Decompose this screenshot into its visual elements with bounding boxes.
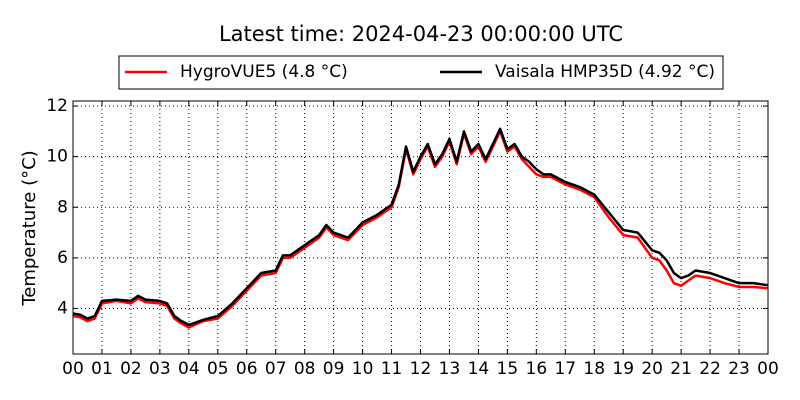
y-axis-label: Temperature (°C) bbox=[19, 150, 40, 306]
plot-frame bbox=[72, 100, 769, 355]
x-tick-label: 10 bbox=[352, 359, 374, 379]
x-tick-label: 11 bbox=[381, 359, 403, 379]
x-tick-label: 21 bbox=[670, 359, 692, 379]
legend-box bbox=[118, 55, 724, 90]
x-tick-label: 23 bbox=[728, 359, 750, 379]
x-tick-label: 00 bbox=[62, 359, 84, 379]
x-tick-label: 02 bbox=[120, 359, 142, 379]
x-tick-label: 13 bbox=[439, 359, 461, 379]
x-tick-label: 09 bbox=[323, 359, 345, 379]
legend-label: HygroVUE5 (4.8 °C) bbox=[180, 62, 348, 82]
x-tick-label: 03 bbox=[149, 359, 171, 379]
x-tick-label: 07 bbox=[265, 359, 287, 379]
y-tick-label: 8 bbox=[57, 197, 68, 217]
x-tick-label: 16 bbox=[526, 359, 548, 379]
x-tick-label: 08 bbox=[294, 359, 316, 379]
x-tick-label: 04 bbox=[178, 359, 200, 379]
x-tick-label: 20 bbox=[641, 359, 663, 379]
x-tick-label: 06 bbox=[236, 359, 258, 379]
x-tick-label: 17 bbox=[554, 359, 576, 379]
x-tick-label: 14 bbox=[468, 359, 490, 379]
x-tick-label: 01 bbox=[91, 359, 113, 379]
x-tick-label: 15 bbox=[497, 359, 519, 379]
x-tick-label: 00 bbox=[757, 359, 779, 379]
x-tick-label: 18 bbox=[583, 359, 605, 379]
y-tick-label: 4 bbox=[57, 298, 68, 318]
chart-title: Latest time: 2024-04-23 00:00:00 UTC bbox=[219, 22, 623, 46]
data-line bbox=[72, 127, 769, 327]
x-tick-label: 19 bbox=[612, 359, 634, 379]
x-tick-label: 05 bbox=[207, 359, 229, 379]
y-tick-label: 12 bbox=[46, 96, 68, 116]
y-tick-label: 6 bbox=[57, 248, 68, 268]
y-tick-label: 10 bbox=[46, 147, 68, 167]
x-tick-label: 22 bbox=[699, 359, 721, 379]
legend-label: Vaisala HMP35D (4.92 °C) bbox=[495, 62, 715, 82]
x-tick-label: 12 bbox=[410, 359, 432, 379]
